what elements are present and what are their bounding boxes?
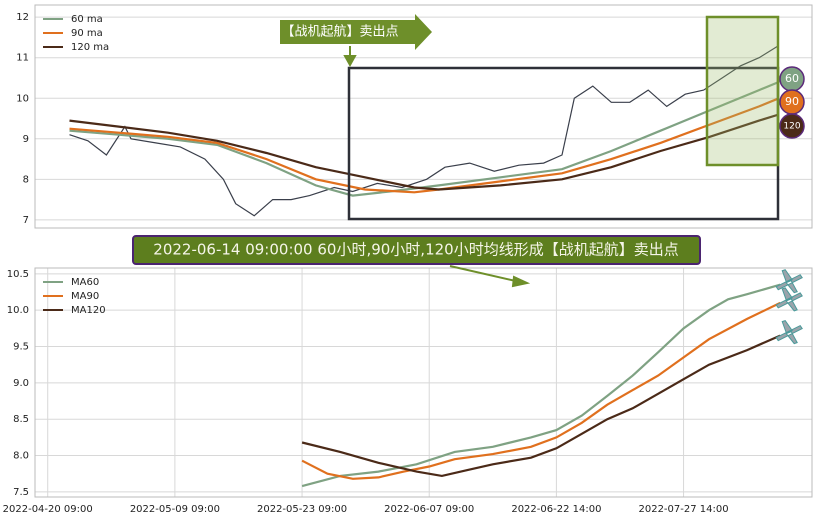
badge-label: 60: [785, 72, 799, 85]
annotation-arrow: [280, 14, 432, 50]
badge: [779, 113, 805, 139]
y-tick-label: 7: [23, 215, 29, 226]
ma-line: [301, 301, 781, 480]
legend-label: MA120: [71, 305, 106, 316]
y-tick-label: 11: [16, 53, 29, 64]
badge-label: 120: [783, 122, 800, 132]
banner-label: 2022-06-14 09:00:00 60小时,90小时,120小时均线形成【…: [153, 241, 678, 259]
y-tick-label: 10: [16, 93, 29, 104]
y-tick-label: 8.5: [13, 414, 29, 425]
x-tick-label: 2022-04-20 09:00: [3, 504, 93, 515]
plane-icon: [775, 269, 803, 294]
ma-line: [301, 283, 781, 488]
ma-line: [69, 113, 780, 191]
y-tick-label: 7.5: [13, 487, 29, 498]
legend-label: 90 ma: [71, 28, 103, 39]
legend-label: 120 ma: [71, 42, 109, 53]
x-tick-label: 2022-06-22 14:00: [511, 504, 601, 515]
ma-line: [69, 97, 780, 194]
plane-icon: [775, 287, 803, 312]
annotation-pointer: [343, 46, 357, 68]
annotation-label: 【战机起航】卖出点: [281, 24, 398, 40]
x-tick-label: 2022-07-27 14:00: [638, 504, 728, 515]
y-tick-label: 12: [16, 12, 29, 23]
plot-frame: [34, 4, 813, 229]
plot-frame: [34, 267, 813, 498]
y-tick-label: 9.0: [13, 378, 29, 389]
y-tick-label: 9.5: [13, 342, 29, 353]
y-tick-label: 9: [23, 134, 29, 145]
banner: [132, 235, 701, 265]
y-tick-label: 8.0: [13, 451, 29, 462]
legend-label: MA60: [71, 277, 99, 288]
y-tick-label: 8: [23, 174, 29, 185]
legend-label: MA90: [71, 291, 99, 302]
x-tick-label: 2022-05-23 09:00: [257, 504, 347, 515]
x-tick-label: 2022-06-07 09:00: [384, 504, 474, 515]
legend-label: 60 ma: [71, 14, 103, 25]
plane-icon: [775, 320, 803, 345]
banner-pointer: [449, 265, 531, 288]
ma-line: [301, 334, 781, 478]
badge-label: 90: [785, 95, 799, 108]
y-tick-label: 10.5: [7, 269, 29, 280]
x-tick-label: 2022-05-09 09:00: [130, 504, 220, 515]
sell-zone: [705, 15, 780, 167]
price-line: [69, 44, 780, 217]
y-tick-label: 10.0: [7, 305, 29, 316]
